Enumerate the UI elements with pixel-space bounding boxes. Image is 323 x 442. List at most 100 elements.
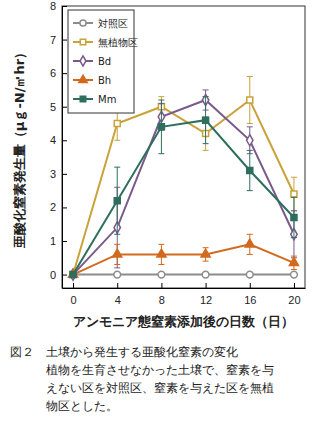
error-bar-cap: [247, 254, 253, 255]
legend-label: Bh: [98, 75, 111, 86]
error-bar-cap: [291, 197, 297, 198]
y-tick: 0: [50, 269, 67, 281]
y-tick-mark: [62, 6, 67, 7]
caption-line: 植物を生育させなかった土壌で、窒素を与: [46, 363, 274, 377]
series-line: [73, 274, 294, 276]
error-bar-cap: [158, 96, 164, 97]
series: [70, 97, 297, 278]
data-point: [291, 215, 297, 221]
y-tick-mark: [62, 73, 67, 74]
data-point: [201, 249, 210, 257]
y-tick-label: 5: [50, 101, 56, 113]
x-tick-label: 20: [288, 294, 300, 306]
legend-marker: [80, 96, 85, 101]
error-bar: [247, 150, 253, 190]
error-bar-cap: [203, 150, 209, 151]
error-bar-cap: [203, 89, 209, 90]
error-bar-cap: [158, 100, 164, 101]
plot-frame: [62, 6, 305, 288]
caption-title: 図２ 土壌から発生する亜酸化窒素の変化: [10, 345, 238, 359]
error-bar: [203, 97, 209, 144]
y-tick: 1: [50, 235, 67, 247]
legend-marker: [80, 39, 85, 44]
error-bar-cap: [291, 237, 297, 238]
error-bar-cap: [114, 140, 120, 141]
data-point: [158, 271, 165, 278]
series: [70, 271, 298, 278]
data-point: [70, 271, 77, 278]
data-point: [114, 198, 120, 204]
x-axis-title: アンモニア態窒素添加後の日数（日）: [73, 314, 294, 329]
error-bar-cap: [291, 269, 297, 270]
series-line: [73, 100, 294, 275]
y-tick: 4: [50, 134, 67, 146]
x-tick: 8: [159, 283, 165, 306]
x-tick-mark: [250, 283, 251, 288]
data-point: [70, 272, 76, 278]
data-point: [113, 249, 122, 257]
legend-label: 対照区: [98, 18, 128, 29]
error-bar: [247, 77, 253, 124]
y-tick-mark: [62, 40, 67, 41]
legend: 対照区無植物区 Bd Bh Mm: [68, 10, 138, 113]
series-line: [73, 120, 294, 274]
error-bar-cap: [203, 96, 209, 97]
error-bar: [247, 127, 253, 154]
error-bar-cap: [158, 153, 164, 154]
x-tick: 16: [244, 283, 256, 306]
x-tick-label: 0: [70, 294, 76, 306]
y-tick-mark: [62, 275, 67, 276]
error-bar-cap: [203, 261, 209, 262]
y-axis: 012345678: [50, 0, 67, 288]
error-bar: [291, 197, 297, 237]
x-tick-mark: [117, 283, 118, 288]
data-point: [247, 135, 253, 146]
legend-box: [68, 10, 134, 113]
error-bar-cap: [114, 264, 120, 265]
x-tick-mark: [161, 283, 162, 288]
legend-label: Bd: [98, 56, 111, 67]
data-point: [202, 271, 209, 278]
data-point: [70, 272, 76, 278]
error-bar-cap: [158, 264, 164, 265]
error-bar-cap: [158, 244, 164, 245]
legend-label: 無植物区: [98, 37, 138, 48]
data-point: [203, 117, 209, 123]
legend-marker: [80, 56, 86, 66]
y-tick-label: 0: [50, 269, 56, 281]
x-axis: 0 4 8 12 16 20: [63, 283, 306, 306]
x-tick-mark: [294, 283, 295, 288]
y-tick: 2: [50, 201, 67, 213]
data-point: [157, 249, 166, 257]
caption-line: えない区を対照区、窒素を与えた区を無植: [46, 381, 274, 395]
x-tick: 12: [200, 283, 212, 306]
error-bar-cap: [291, 177, 297, 178]
legend-marker: [79, 75, 87, 82]
x-tick-mark: [73, 283, 74, 288]
error-bar-cap: [114, 167, 120, 168]
x-tick: 0: [70, 283, 76, 306]
caption-line: 物区とした。: [46, 399, 118, 413]
error-bar-cap: [114, 244, 120, 245]
data-point: [246, 271, 253, 278]
legend-label: Mm: [98, 94, 116, 105]
x-tick-label: 8: [159, 294, 165, 306]
data-point: [158, 124, 164, 130]
x-tick-label: 4: [115, 294, 121, 306]
x-tick: 20: [288, 283, 300, 306]
error-bar-cap: [247, 150, 253, 151]
y-tick-mark: [62, 174, 67, 175]
chart: 048121620012345678亜酸化窒素発生量（μｇ-N/㎡hr）アンモニ…: [0, 0, 323, 442]
y-tick-label: 1: [50, 235, 56, 247]
data-point: [247, 168, 253, 174]
data-point: [247, 97, 253, 103]
y-axis-line: [62, 7, 63, 289]
x-axis-line: [63, 288, 306, 289]
error-bar: [114, 167, 120, 234]
series: [70, 90, 297, 280]
x-tick-mark: [206, 283, 207, 288]
error-bar-cap: [247, 190, 253, 191]
y-tick-mark: [62, 207, 67, 208]
x-tick: 4: [115, 283, 121, 306]
legend-marker: [80, 20, 86, 26]
